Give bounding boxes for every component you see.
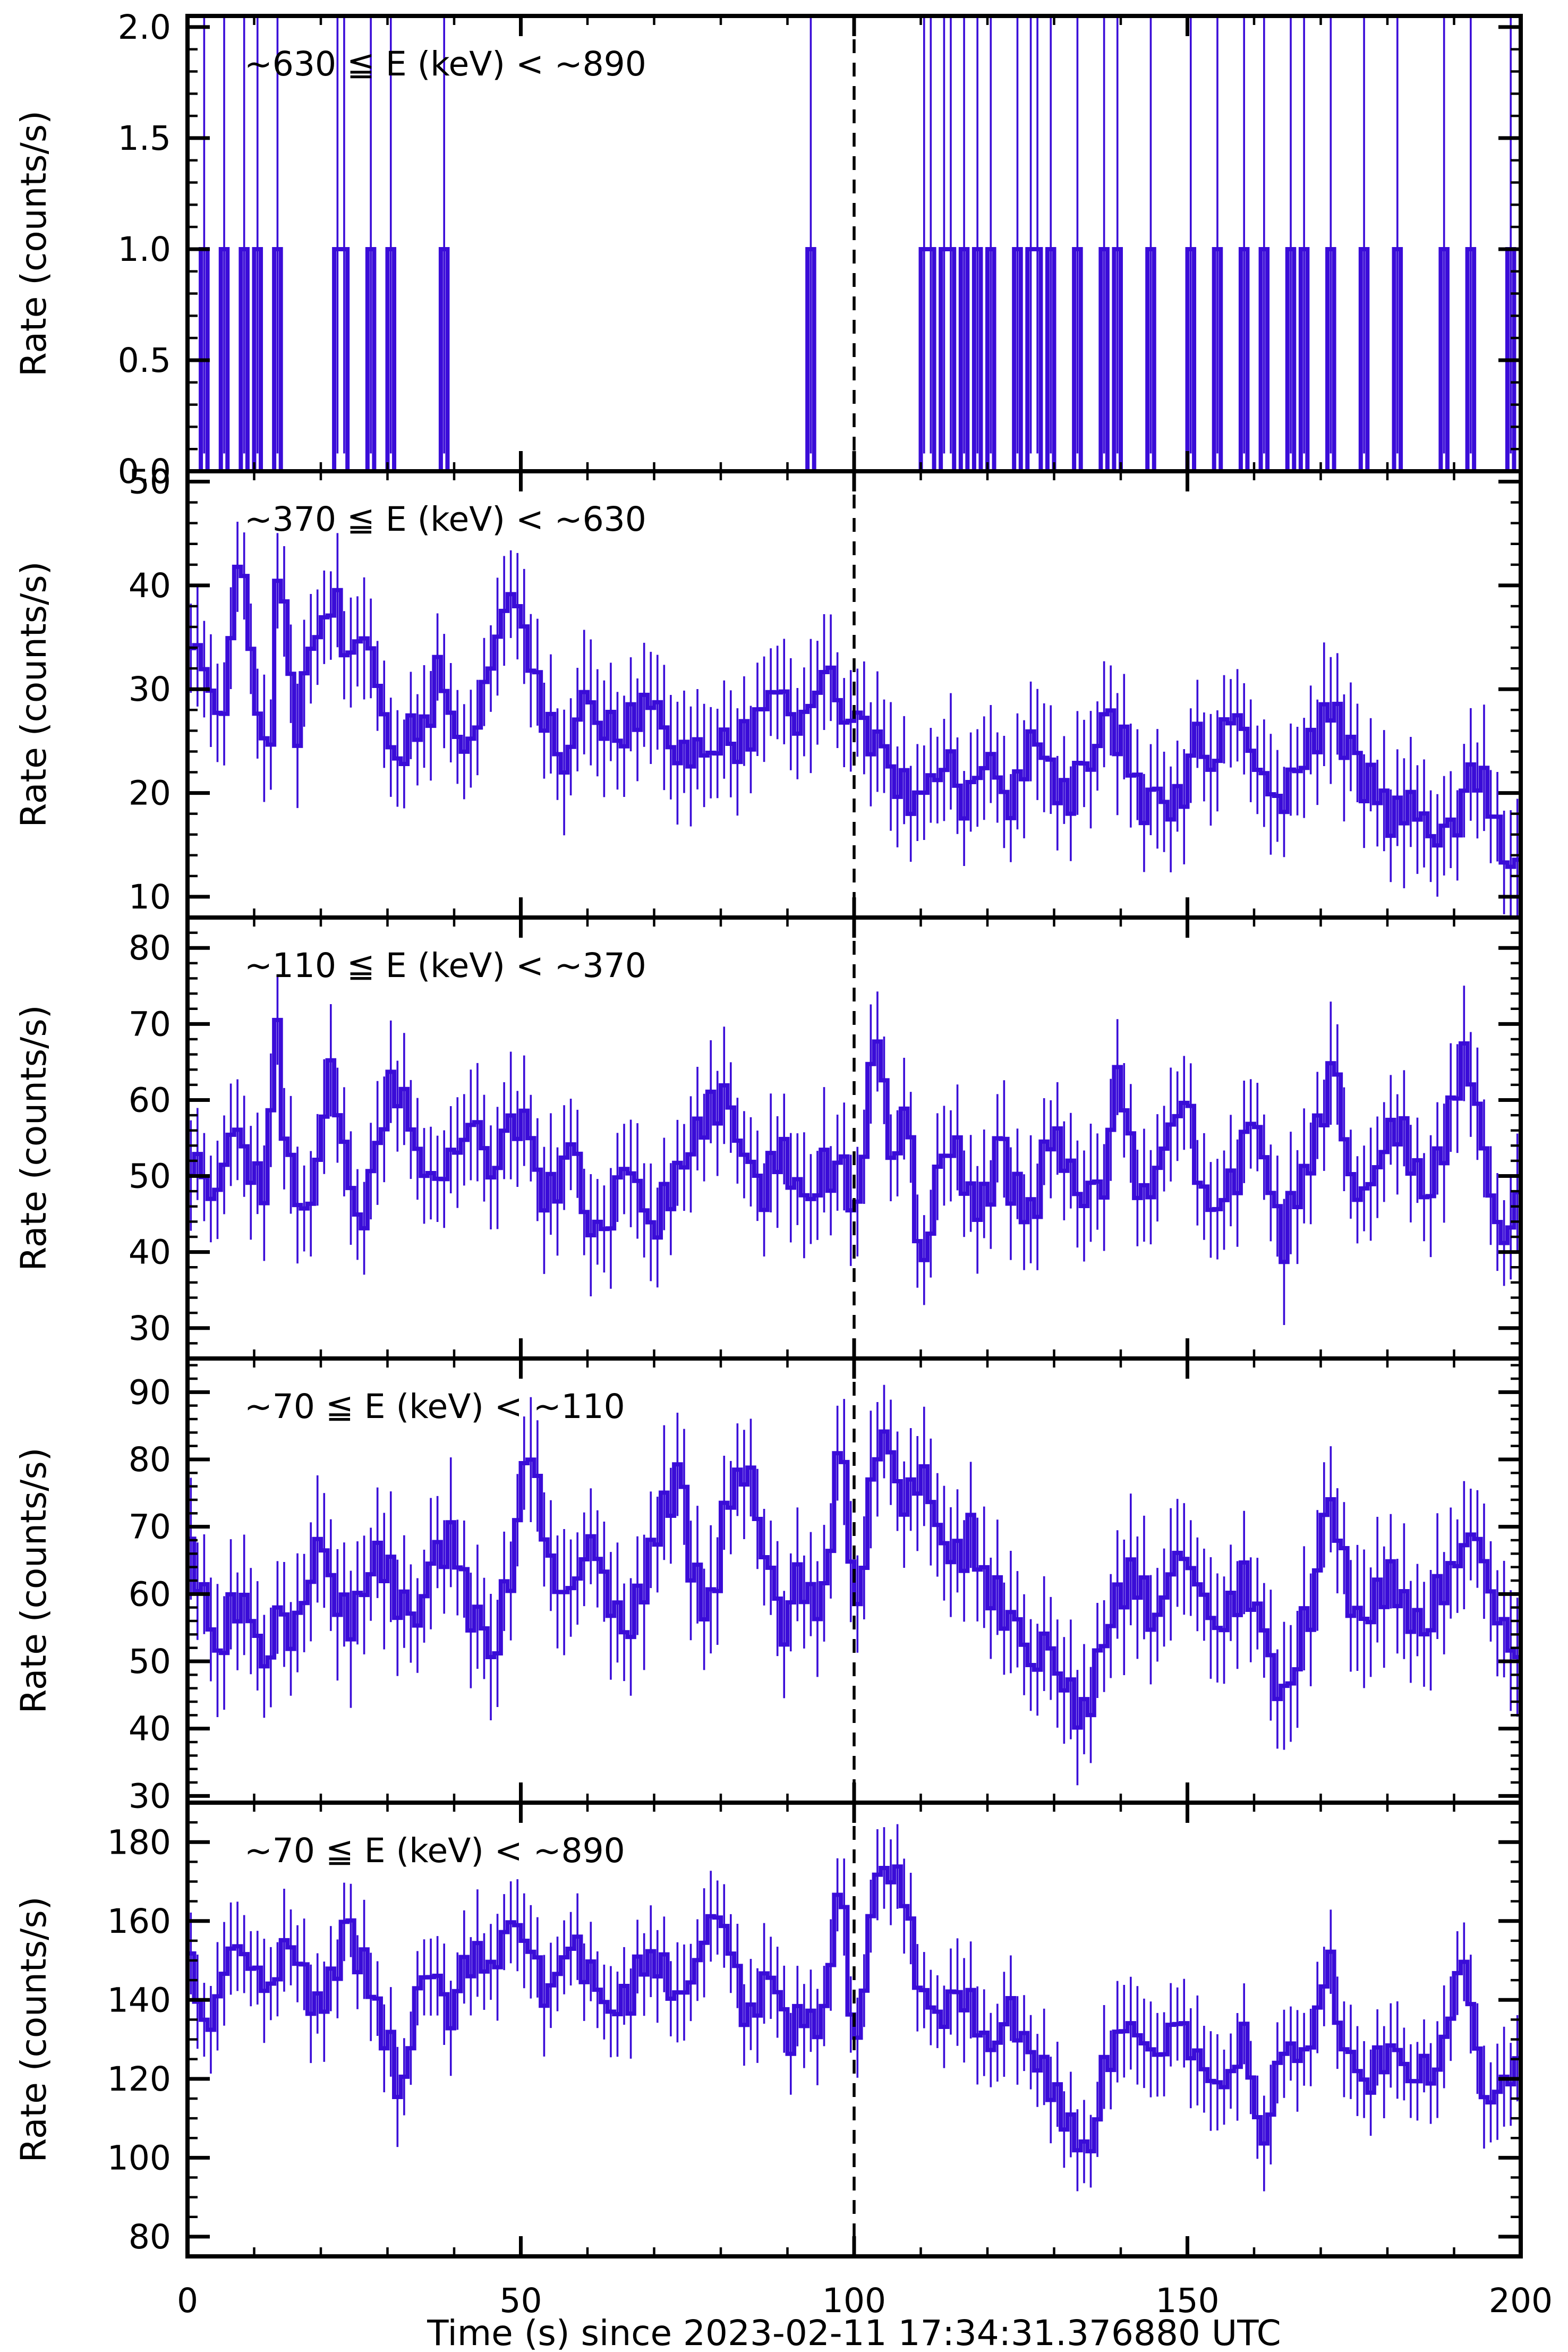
- y-tick-label: 0.5: [118, 341, 171, 380]
- y-tick-label: 180: [107, 1823, 171, 1862]
- x-tick-label: 100: [822, 2281, 886, 2320]
- panel-title-2: ~110 ≦ E (keV) < ~370: [244, 946, 646, 985]
- y-tick-label: 140: [107, 1981, 171, 2019]
- y-tick-label: 80: [129, 929, 171, 967]
- y-tick-label: 80: [129, 1440, 171, 1479]
- y-axis-label: Rate (counts/s): [13, 1005, 54, 1271]
- light-curve-steps: [188, 247, 1521, 471]
- panel-title-1: ~370 ≦ E (keV) < ~630: [244, 500, 646, 539]
- y-tick-label: 90: [129, 1373, 171, 1412]
- x-axis-label: Time (s) since 2023-02-11 17:34:31.37688…: [427, 2313, 1281, 2352]
- y-tick-label: 60: [129, 1575, 171, 1614]
- y-tick-label: 10: [129, 878, 171, 916]
- panel-frame: [185, 1801, 1523, 2258]
- y-axis-label: Rate (counts/s): [13, 111, 54, 377]
- y-tick-label: 30: [129, 670, 171, 709]
- y-tick-label: 30: [129, 1777, 171, 1815]
- y-tick-label: 160: [107, 1902, 171, 1941]
- panel-2: 30 40 50 60 70 80 ~110 ≦ E (keV) < ~370 Rate (c…: [13, 915, 1523, 1361]
- panel-0: 0.0 0.5 1.0 1.5 2.0 ~630 ≦ E (keV) < ~890 Rate…: [13, 8, 1523, 491]
- y-tick-label: 70: [129, 1005, 171, 1043]
- x-tick-label: 150: [1155, 2281, 1219, 2320]
- y-tick-label: 30: [129, 1309, 171, 1348]
- y-tick-label: 60: [129, 1081, 171, 1119]
- panel-title-0: ~630 ≦ E (keV) < ~890: [244, 45, 646, 83]
- y-axis-label: Rate (counts/s): [13, 1896, 54, 2162]
- y-tick-label: 50: [129, 1157, 171, 1196]
- y-tick-label: 40: [129, 566, 171, 605]
- panel-title-3: ~70 ≦ E (keV) < ~110: [244, 1387, 625, 1426]
- panel-data-1: [188, 471, 1521, 918]
- x-tick-label: 0: [177, 2281, 198, 2320]
- light-curve-steps: [188, 1429, 1521, 1730]
- y-tick-label: 50: [129, 1642, 171, 1681]
- x-tick-label: 200: [1489, 2281, 1553, 2320]
- y-tick-label: 70: [129, 1508, 171, 1547]
- y-axis-label: Rate (counts/s): [13, 1447, 54, 1713]
- y-tick-label: 0.0: [118, 452, 171, 491]
- y-tick-label: 100: [107, 2138, 171, 2177]
- panel-data-0: [188, 16, 1521, 471]
- y-tick-label: 40: [129, 1710, 171, 1748]
- y-tick-label: 50: [129, 463, 171, 502]
- panel-data-3: [188, 1358, 1521, 1803]
- y-axis-label: Rate (counts/s): [13, 561, 54, 827]
- y-tick-label: 2.0: [118, 8, 171, 47]
- y-tick-label: 1.0: [118, 230, 171, 269]
- y-tick-label: 1.5: [118, 119, 171, 158]
- x-tick-label: 50: [499, 2281, 542, 2320]
- panel-title-4: ~70 ≦ E (keV) < ~890: [244, 1831, 625, 1870]
- y-tick-label: 40: [129, 1233, 171, 1272]
- panel-3: 30 40 50 60 70 80 90 ~70 ≦ E (keV) < ~110 Rate (…: [13, 1356, 1523, 1815]
- y-tick-label: 120: [107, 2060, 171, 2099]
- y-tick-label: 20: [129, 774, 171, 813]
- panel-data-4: [188, 1803, 1521, 2256]
- panel-1: 10 20 30 40 50 ~370 ≦ E (keV) < ~630 Rate (cou…: [13, 463, 1523, 920]
- y-tick-label: 80: [129, 2218, 171, 2256]
- panel-4: 80 100 120 140 160 180 ~70 ≦ E (keV) < ~890 Rat…: [13, 1801, 1523, 2258]
